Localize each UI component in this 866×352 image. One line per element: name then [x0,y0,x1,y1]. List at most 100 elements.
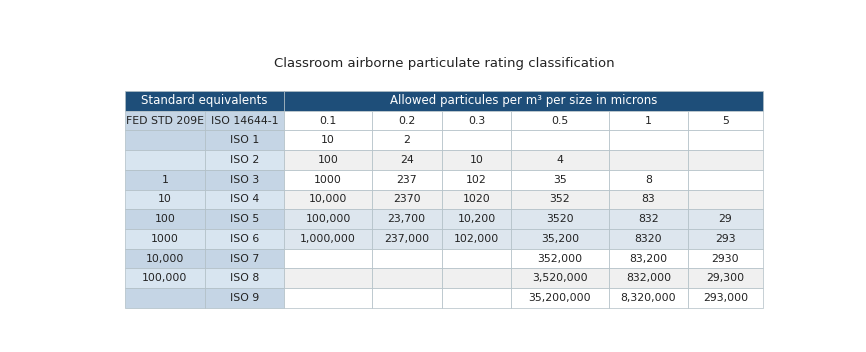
Bar [284,111,372,131]
Bar [688,249,763,269]
Bar [372,111,442,131]
Bar [512,269,609,288]
Text: 3520: 3520 [546,214,574,224]
Bar [204,269,284,288]
Bar [442,249,512,269]
Text: 293: 293 [715,234,736,244]
Text: ISO 3: ISO 3 [230,175,259,185]
Text: 10,000: 10,000 [309,194,347,205]
Text: 10: 10 [469,155,483,165]
Bar [609,131,688,150]
Bar [204,249,284,269]
Bar [688,209,763,229]
Bar [125,170,204,190]
Bar [512,131,609,150]
Text: 23,700: 23,700 [388,214,426,224]
Bar [512,111,609,131]
Bar [284,91,763,111]
Bar [125,131,204,150]
Text: 8: 8 [645,175,652,185]
Bar [609,288,688,308]
Text: 832: 832 [638,214,659,224]
Text: 237: 237 [397,175,417,185]
Text: 83: 83 [642,194,656,205]
Bar [204,209,284,229]
Text: ISO 1: ISO 1 [230,135,259,145]
Text: 1,000,000: 1,000,000 [301,234,356,244]
Bar [125,91,284,111]
Text: 0.5: 0.5 [552,115,569,126]
Text: 100,000: 100,000 [142,273,188,283]
Bar [442,269,512,288]
Bar [372,249,442,269]
Bar [372,150,442,170]
Bar [125,288,204,308]
Bar [609,190,688,209]
Bar [442,190,512,209]
Bar [442,111,512,131]
Text: 1020: 1020 [462,194,490,205]
Bar [688,111,763,131]
Bar [609,249,688,269]
Text: 1000: 1000 [151,234,178,244]
Bar [125,190,204,209]
Text: 100: 100 [318,155,339,165]
Bar [372,170,442,190]
Text: 1: 1 [645,115,652,126]
Text: 10: 10 [158,194,171,205]
Bar [609,111,688,131]
Text: ISO 2: ISO 2 [230,155,259,165]
Bar [284,150,372,170]
Bar [688,170,763,190]
Bar [125,150,204,170]
Text: 35: 35 [553,175,567,185]
Bar [442,288,512,308]
Bar [125,209,204,229]
Bar [442,229,512,249]
Bar [688,150,763,170]
Bar [284,190,372,209]
Bar [512,150,609,170]
Bar [284,249,372,269]
Text: 2930: 2930 [712,253,740,264]
Text: FED STD 209E: FED STD 209E [126,115,204,126]
Bar [204,111,284,131]
Bar [688,269,763,288]
Text: 237,000: 237,000 [384,234,430,244]
Text: ISO 4: ISO 4 [230,194,259,205]
Bar [442,150,512,170]
Bar [372,190,442,209]
Bar [204,190,284,209]
Text: 352,000: 352,000 [538,253,583,264]
Text: 3,520,000: 3,520,000 [532,273,588,283]
Text: 8,320,000: 8,320,000 [621,293,676,303]
Bar [284,288,372,308]
Bar [204,229,284,249]
Bar [284,209,372,229]
Bar [372,269,442,288]
Bar [372,229,442,249]
Text: ISO 6: ISO 6 [230,234,259,244]
Bar [512,229,609,249]
Bar [688,190,763,209]
Bar [372,131,442,150]
Text: ISO 14644-1: ISO 14644-1 [210,115,278,126]
Text: 29: 29 [719,214,733,224]
Text: 0.3: 0.3 [468,115,485,126]
Text: 0.1: 0.1 [320,115,337,126]
Bar [204,170,284,190]
Bar [442,170,512,190]
Text: 8320: 8320 [635,234,662,244]
Text: 5: 5 [722,115,729,126]
Bar [372,209,442,229]
Bar [204,131,284,150]
Text: 1: 1 [161,175,168,185]
Text: 35,200,000: 35,200,000 [528,293,591,303]
Text: ISO 9: ISO 9 [230,293,259,303]
Bar [512,288,609,308]
Bar [204,150,284,170]
Text: ISO 8: ISO 8 [230,273,259,283]
Bar [512,190,609,209]
Bar [512,249,609,269]
Text: 29,300: 29,300 [707,273,745,283]
